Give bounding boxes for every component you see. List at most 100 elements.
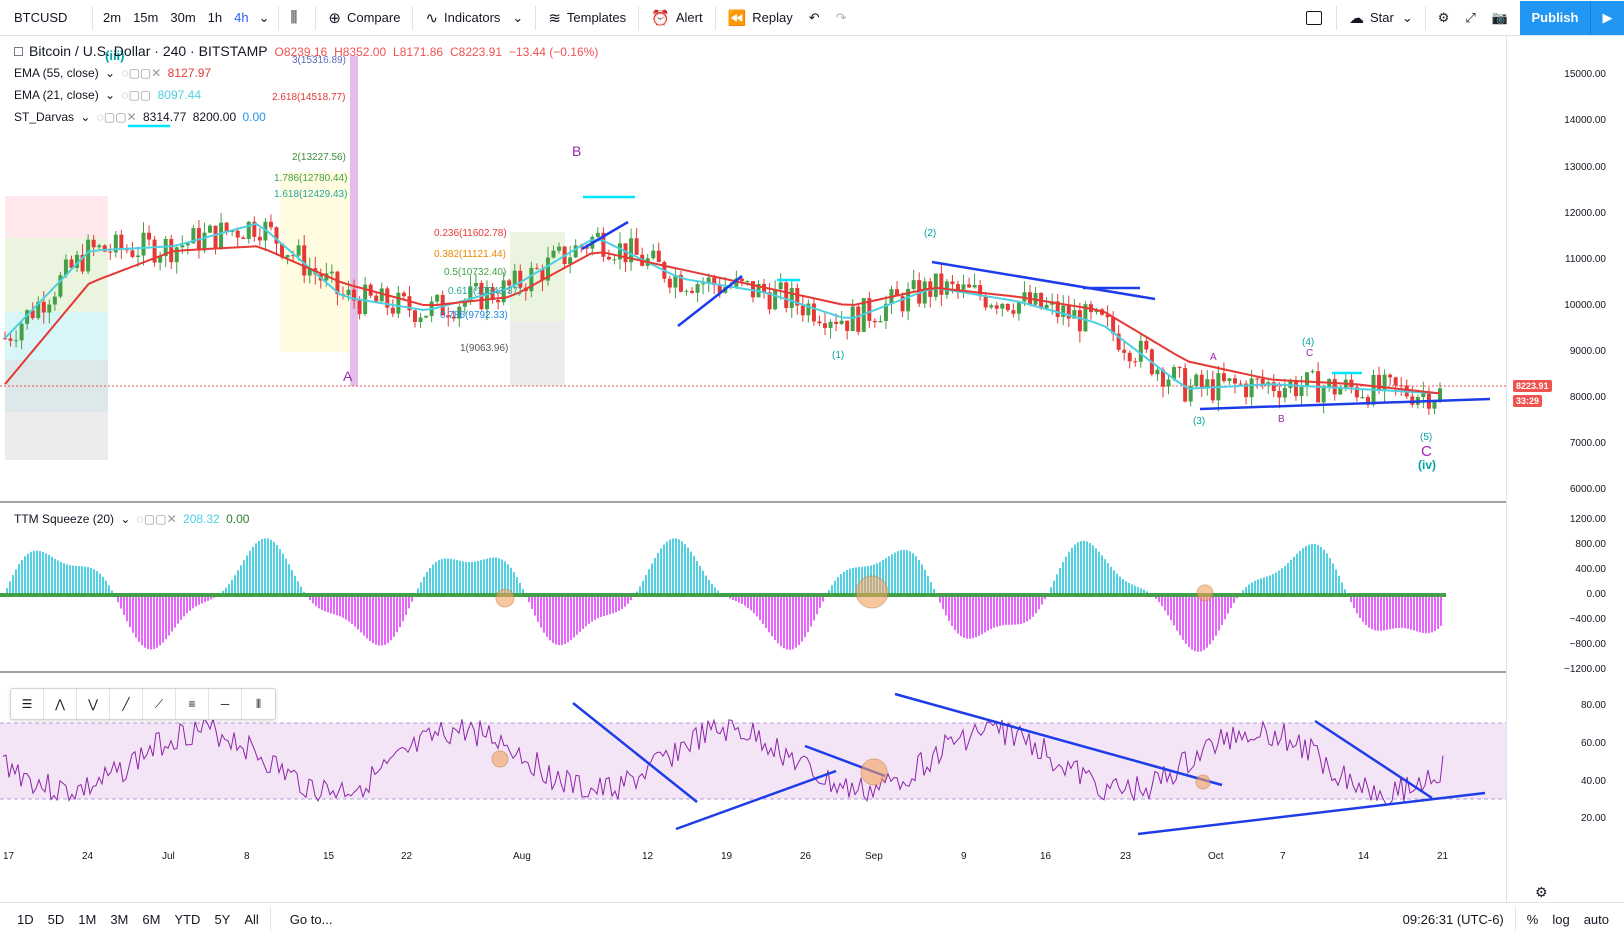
tool-ray[interactable]: ╱ xyxy=(110,689,143,719)
tool-trendline[interactable]: ⟋ xyxy=(143,689,176,719)
clock-timezone[interactable]: 09:26:31 (UTC-6) xyxy=(1402,911,1504,927)
tool-pattern[interactable]: ⋀ xyxy=(44,689,77,719)
timeframe-4h[interactable]: 4h xyxy=(234,10,249,25)
ttm-bar xyxy=(435,561,437,595)
templates-label: Templates xyxy=(566,10,627,25)
price-axis[interactable]: 15000.00 14000.00 13000.00 12000.00 1100… xyxy=(1506,36,1624,902)
range-ytd[interactable]: YTD xyxy=(174,911,201,927)
ttm-bar xyxy=(915,556,917,595)
ttm-bar xyxy=(666,541,668,595)
tool-hline[interactable]: ─ xyxy=(209,689,242,719)
ttm-bar xyxy=(42,551,44,595)
log-toggle[interactable]: log xyxy=(1552,911,1570,927)
range-6m[interactable]: 6M xyxy=(142,911,161,927)
ttm-bar xyxy=(1212,595,1214,641)
settings-button[interactable]: ⚙ xyxy=(1430,0,1458,36)
candle-body xyxy=(191,228,196,244)
ttm-bar xyxy=(1029,595,1031,620)
tool-fib[interactable]: ≡ xyxy=(176,689,209,719)
gear-icon[interactable]: ⚙ xyxy=(1535,884,1548,900)
alert-button[interactable]: ⏰ Alert xyxy=(643,0,710,36)
ttm-bar xyxy=(561,595,563,645)
symbol-search[interactable]: BTCUSD xyxy=(14,10,68,25)
snapshot-button[interactable]: 📷 xyxy=(1484,0,1516,36)
ttm-bar xyxy=(369,595,371,641)
ttm-legend[interactable]: TTM Squeeze (20) ⌄ ◌▢▢✕ 208.32 0.00 xyxy=(14,512,252,526)
tool-elliott[interactable]: ⋁ xyxy=(77,689,110,719)
last-price-tag: 8223.91 xyxy=(1513,380,1552,392)
timeframe-30m[interactable]: 30m xyxy=(170,10,196,25)
ema55-legend[interactable]: EMA (55, close) ⌄ ◌▢▢✕ 8127.97 xyxy=(14,66,214,80)
play-button[interactable]: ▶ xyxy=(1590,0,1624,35)
ema21-legend[interactable]: EMA (21, close) ⌄ ◌▢▢ 8097.44 xyxy=(14,88,204,102)
timeframe-15m[interactable]: 15m xyxy=(133,10,159,25)
main-legend[interactable]: Bitcoin / U.S. Dollar · 240 · BITSTAMP O… xyxy=(14,43,601,59)
range-3m[interactable]: 3M xyxy=(110,911,129,927)
expand-button[interactable]: ⤢ xyxy=(1457,0,1483,36)
ttm-bar xyxy=(1008,595,1010,625)
highlight-circle xyxy=(1195,774,1211,790)
range-5y[interactable]: 5Y xyxy=(214,911,231,927)
range-5d[interactable]: 5D xyxy=(47,911,65,927)
settings-icons[interactable]: ◌▢▢✕ xyxy=(96,110,137,124)
goto-button[interactable]: Go to... xyxy=(289,911,333,927)
templates-button[interactable]: ≋ Templates xyxy=(540,0,634,36)
price-tick: 6000.00 xyxy=(1569,484,1606,495)
candle-body xyxy=(601,232,606,257)
undo-button[interactable]: ↶ xyxy=(801,0,828,36)
candle-body xyxy=(717,285,722,293)
gear-icon: ⚙ xyxy=(1437,9,1450,25)
ttm-bar xyxy=(276,545,278,595)
redo-button[interactable]: ↷ xyxy=(828,0,855,36)
candle-body xyxy=(268,221,273,228)
tool-measure[interactable]: ⫴ xyxy=(242,689,275,719)
candle-body xyxy=(58,275,63,297)
ttm-bar xyxy=(135,595,137,638)
settings-icons[interactable]: ◌▢▢✕ xyxy=(121,66,162,80)
chevron-down-icon: ⌄ xyxy=(80,110,91,124)
auto-toggle[interactable]: auto xyxy=(1583,911,1609,927)
timeframe-2m[interactable]: 2m xyxy=(103,10,122,25)
candle-body xyxy=(684,290,689,292)
highlight-circle xyxy=(1196,584,1214,602)
candle-body xyxy=(1194,374,1199,387)
range-1m[interactable]: 1M xyxy=(78,911,97,927)
ttm-bar xyxy=(1026,595,1028,622)
collapse-icon[interactable] xyxy=(14,47,23,56)
ttm-bar xyxy=(630,595,632,601)
fib-label: 2.618(14518.77) xyxy=(272,92,345,103)
layout-button[interactable]: ☁ Star ⌄ xyxy=(1341,0,1421,36)
ttm-tick: 400.00 xyxy=(1575,564,1606,575)
replay-button[interactable]: ⏪ Replay xyxy=(720,0,801,36)
tool-lines[interactable]: ☰ xyxy=(11,689,44,719)
range-all[interactable]: All xyxy=(244,911,259,927)
ttm-bar xyxy=(1077,542,1079,595)
ttm-bar xyxy=(321,595,323,611)
compare-button[interactable]: ⊕ Compare xyxy=(320,0,408,36)
chart-type-button[interactable]: ⫼ xyxy=(283,0,312,36)
candle-body xyxy=(86,239,91,272)
timeframe-1h[interactable]: 1h xyxy=(207,10,223,25)
candle-body xyxy=(213,225,218,249)
percent-toggle[interactable]: % xyxy=(1526,911,1539,927)
indicators-button[interactable]: ∿ Indicators ⌄ xyxy=(417,0,531,36)
candle-body xyxy=(512,270,517,286)
candle-body xyxy=(413,310,417,322)
timeframe-dropdown[interactable]: ⌄ xyxy=(255,0,274,36)
fib-label: 1.618(12429.43) xyxy=(274,189,347,200)
range-1d[interactable]: 1D xyxy=(17,911,34,927)
chart-canvas[interactable]: (iii) A B C (iv) (5) (4) (3) (2) (1) A B… xyxy=(0,36,1560,902)
ttm-bar xyxy=(744,595,746,606)
candle-body xyxy=(834,321,839,324)
rsi-tick: 80.00 xyxy=(1580,700,1606,711)
settings-icons[interactable]: ◌▢▢✕ xyxy=(136,512,177,526)
ttm-bar xyxy=(1065,556,1067,595)
ttm-bar xyxy=(579,595,581,632)
settings-icons[interactable]: ◌▢▢ xyxy=(121,88,152,102)
ttm-bar xyxy=(438,560,440,595)
publish-button[interactable]: Publish xyxy=(1520,0,1590,35)
fullscreen-toggle-button[interactable] xyxy=(1296,0,1332,36)
darvas-legend[interactable]: ST_Darvas ⌄ ◌▢▢✕ 8314.77 8200.00 0.00 xyxy=(14,110,269,124)
candle-body xyxy=(496,299,501,303)
candle-body xyxy=(1221,373,1226,382)
